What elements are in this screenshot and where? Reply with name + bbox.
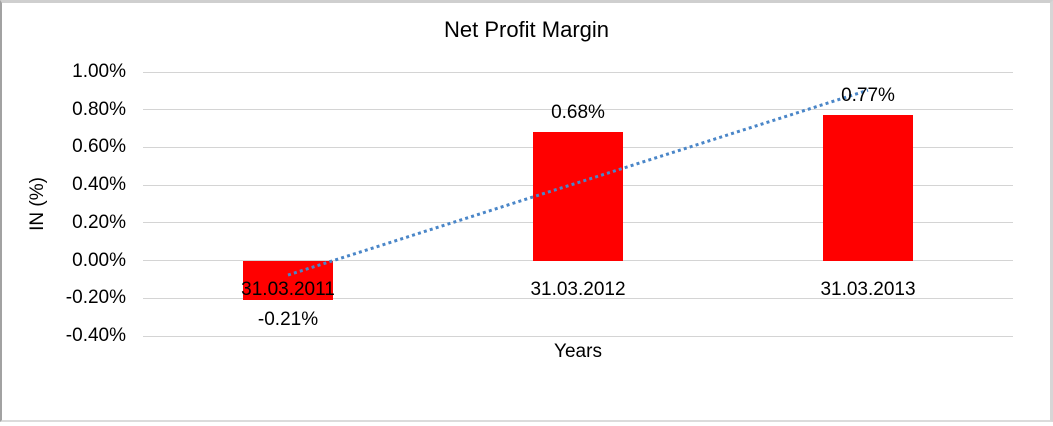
- bar: [823, 115, 913, 261]
- y-tick-label: -0.20%: [65, 287, 126, 309]
- category-label: 31.03.2012: [530, 278, 626, 300]
- x-axis-title: Years: [554, 341, 602, 362]
- y-tick-label: 0.80%: [72, 98, 126, 120]
- bar: [533, 132, 623, 261]
- gridline: [143, 335, 1013, 337]
- y-tick-label: 0.00%: [72, 249, 126, 271]
- category-label: 31.03.2011: [241, 278, 335, 300]
- chart-title: Net Profit Margin: [443, 17, 610, 42]
- trendline-segment: [287, 88, 869, 277]
- data-label: 0.77%: [841, 85, 895, 107]
- y-tick-label: 0.60%: [72, 136, 126, 158]
- trendline: [287, 88, 869, 277]
- y-tick-label: 0.20%: [72, 211, 126, 233]
- gridline: [143, 297, 1013, 299]
- data-label: -0.21%: [257, 309, 319, 331]
- y-tick-label: 1.00%: [72, 61, 126, 82]
- y-tick-label: 0.40%: [72, 174, 126, 196]
- gridline: [143, 260, 1013, 262]
- data-label: 0.68%: [551, 102, 605, 124]
- bar: [243, 260, 333, 301]
- gridline: [143, 109, 1013, 111]
- y-tick-label: -0.40%: [65, 325, 126, 346]
- gridline: [143, 71, 1013, 73]
- category-label: 31.03.2013: [820, 278, 916, 300]
